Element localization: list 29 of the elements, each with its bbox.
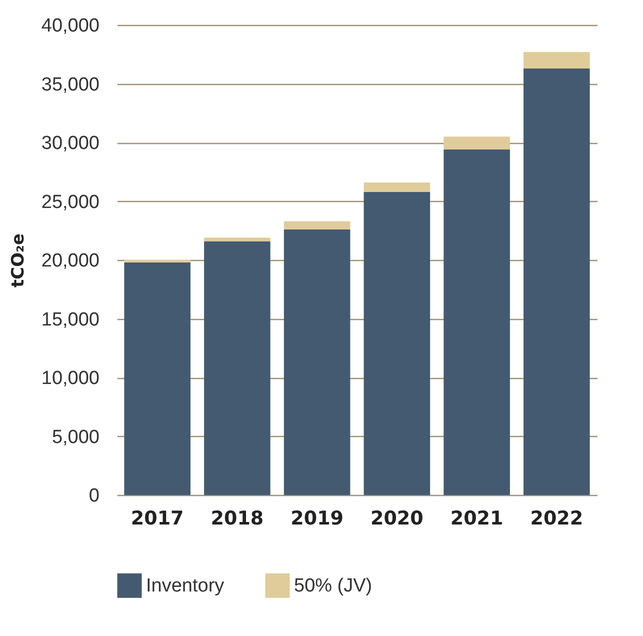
y-tick-label: 40,000 <box>41 16 100 36</box>
x-tick-label: 2020 <box>370 508 424 530</box>
x-tick-label: 2021 <box>450 508 504 530</box>
legend-label: Inventory <box>146 576 225 597</box>
legend-label: 50% (JV) <box>294 576 372 597</box>
bar <box>364 182 430 192</box>
bar <box>284 229 350 495</box>
y-tick-label: 15,000 <box>41 309 100 330</box>
y-tick-label: 5,000 <box>52 426 100 448</box>
y-tick-label: 10,000 <box>41 368 100 389</box>
bar <box>204 241 270 495</box>
bar <box>524 52 590 68</box>
bar <box>204 238 270 242</box>
bar <box>284 221 350 230</box>
bar <box>444 136 510 150</box>
y-tick-label: 0 <box>88 486 100 506</box>
y-tick-label: 20,000 <box>41 250 100 272</box>
bar <box>524 68 590 495</box>
y-tick-label: 25,000 <box>41 192 100 213</box>
x-tick-label: 2018 <box>210 508 264 530</box>
x-tick-label: 2019 <box>290 508 344 530</box>
y-tick-label: 30,000 <box>41 133 100 154</box>
y-tick-label: 35,000 <box>41 74 100 96</box>
bar <box>364 192 430 495</box>
y-axis-title: tCO₂e <box>8 233 28 288</box>
bar <box>444 150 510 495</box>
bar <box>124 262 190 495</box>
x-tick-label: 2022 <box>530 508 584 530</box>
x-tick-label: 2017 <box>130 508 184 530</box>
